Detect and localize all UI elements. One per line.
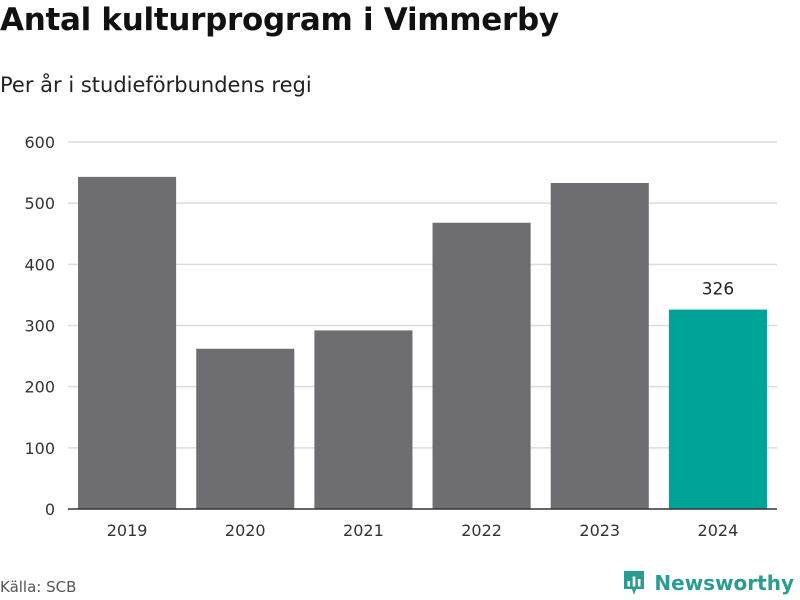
y-tick-label: 600 bbox=[24, 133, 55, 152]
bar bbox=[78, 176, 177, 510]
chart-subtitle: Per år i studieförbundens regi bbox=[0, 73, 312, 97]
chart-title: Antal kulturprogram i Vimmerby bbox=[0, 2, 559, 38]
bar bbox=[314, 330, 413, 509]
bar bbox=[668, 309, 767, 509]
x-tick-label: 2023 bbox=[579, 521, 620, 540]
bar bbox=[550, 182, 649, 509]
newsworthy-logo-icon bbox=[624, 571, 645, 595]
x-tick-label: 2022 bbox=[461, 521, 502, 540]
bar bbox=[432, 222, 531, 510]
data-label: 326 bbox=[702, 280, 734, 300]
y-tick-label: 300 bbox=[24, 317, 55, 336]
x-tick-label: 2021 bbox=[343, 521, 384, 540]
y-tick-label: 100 bbox=[24, 439, 55, 458]
y-tick-label: 400 bbox=[24, 255, 55, 274]
newsworthy-logo: Newsworthy bbox=[622, 569, 794, 597]
y-tick-label: 500 bbox=[24, 194, 55, 213]
y-tick-label: 0 bbox=[45, 500, 55, 519]
y-tick-label: 200 bbox=[24, 378, 55, 397]
x-tick-label: 2020 bbox=[225, 521, 266, 540]
bar bbox=[196, 348, 295, 509]
x-tick-label: 2024 bbox=[698, 521, 739, 540]
source-note: Källa: SCB bbox=[0, 578, 77, 596]
x-tick-label: 2019 bbox=[107, 521, 148, 540]
brand-name: Newsworthy bbox=[654, 571, 794, 595]
